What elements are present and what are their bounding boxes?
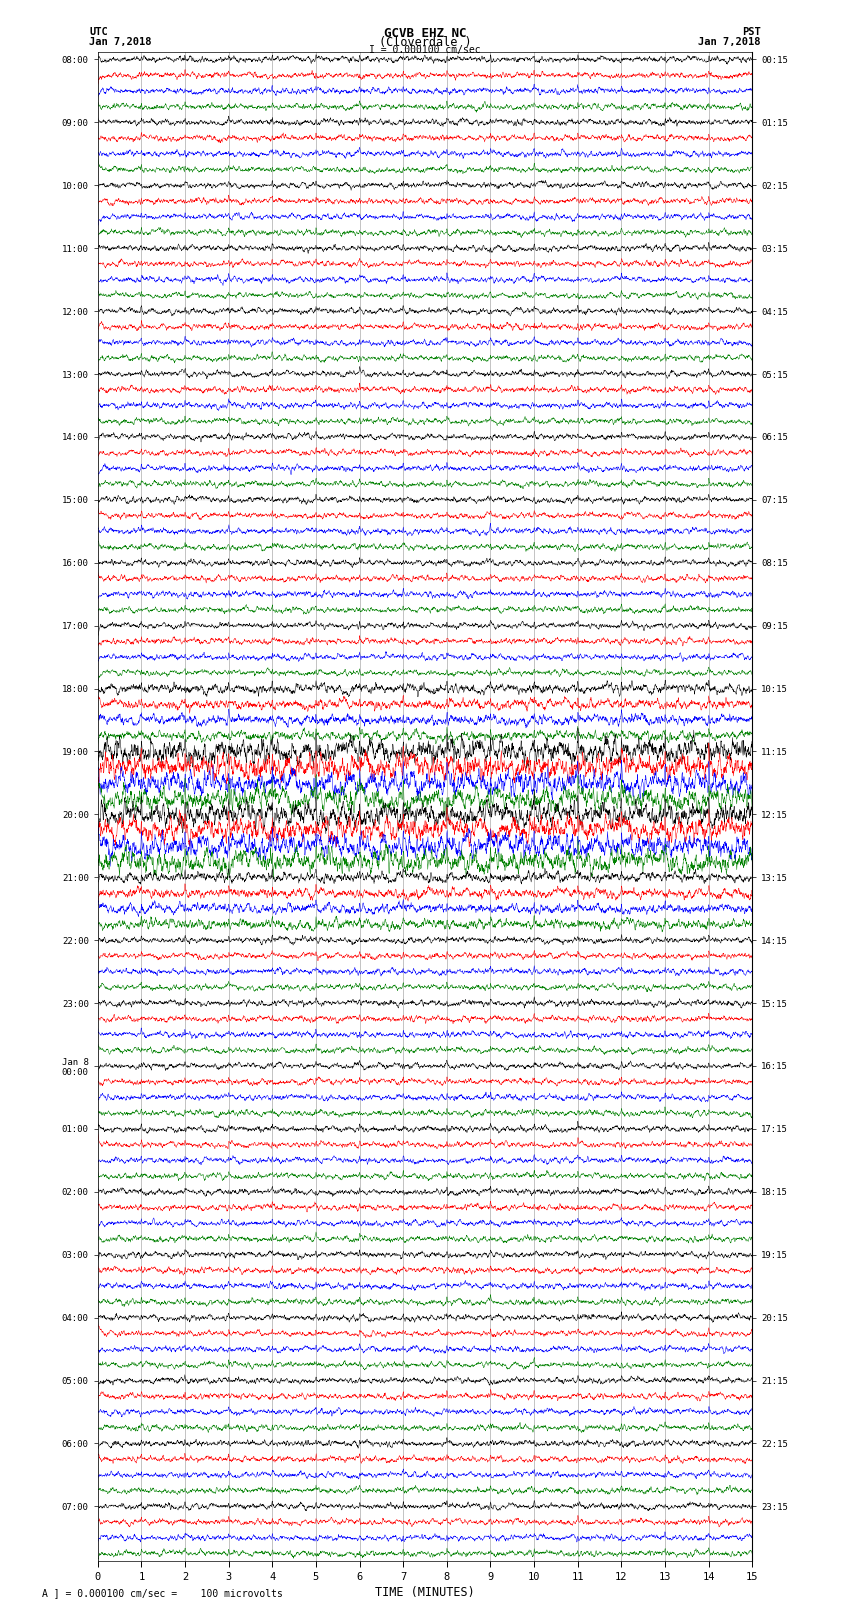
Text: GCVB EHZ NC: GCVB EHZ NC [383,26,467,40]
Text: UTC: UTC [89,27,108,37]
Text: Jan 7,2018: Jan 7,2018 [89,37,152,47]
Text: PST: PST [742,27,761,37]
Text: (Cloverdale ): (Cloverdale ) [379,37,471,50]
Text: A ] = 0.000100 cm/sec =    100 microvolts: A ] = 0.000100 cm/sec = 100 microvolts [42,1589,283,1598]
Text: Jan 7,2018: Jan 7,2018 [698,37,761,47]
X-axis label: TIME (MINUTES): TIME (MINUTES) [375,1586,475,1598]
Text: I = 0.000100 cm/sec: I = 0.000100 cm/sec [369,45,481,55]
